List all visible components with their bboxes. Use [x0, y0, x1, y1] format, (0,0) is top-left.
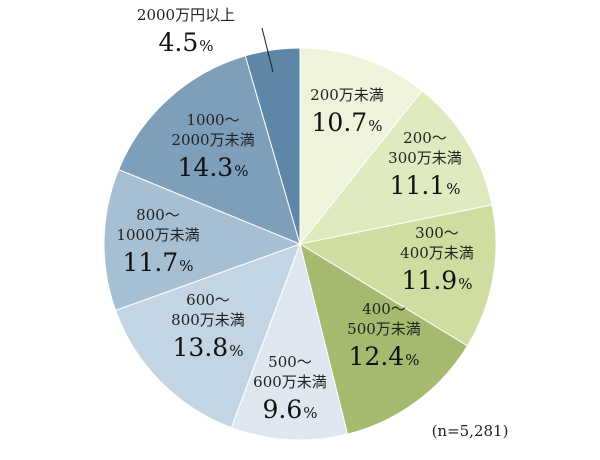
sample-size-note: (n=5,281) — [432, 422, 509, 440]
slice-category-label: 400～ — [362, 300, 406, 318]
slice-category-label: 400万未満 — [400, 244, 474, 262]
slice-category-label: 500万未満 — [347, 320, 421, 338]
slice-value-label: 4.5% — [158, 28, 213, 57]
slice-category-label: 300万未満 — [388, 149, 462, 167]
slice-label: 800～ 1000万未満 11.7% — [116, 206, 199, 277]
slice-labels: 200万未満 10.7% 200～ 300万未満 11.1% 300～ 400万未満 11.9… — [116, 6, 473, 424]
slice-value-label: 11.9% — [402, 266, 473, 295]
slice-value-label: 12.4% — [349, 342, 420, 371]
slice-label: 200～ 300万未満 11.1% — [388, 129, 462, 200]
slice-value-label: 9.6% — [262, 395, 317, 424]
pie-slices — [103, 47, 497, 441]
slice-category-label: 200～ — [403, 129, 447, 147]
slice-category-label: 1000万未満 — [116, 226, 199, 244]
pie-slice — [114, 243, 301, 429]
slice-category-label: 200万未満 — [310, 86, 384, 104]
pie-slice — [244, 47, 301, 245]
slice-category-label: 600万未満 — [253, 373, 327, 391]
slice-category-label: 1000～ — [186, 111, 239, 129]
slice-value-label: 14.3% — [178, 153, 249, 182]
slice-label: 500～ 600万未満 9.6% — [253, 353, 327, 424]
slice-value-label: 13.8% — [173, 333, 244, 362]
slice-category-label: 800万未満 — [171, 311, 245, 329]
slice-category-label: 500～ — [268, 353, 312, 371]
leader-line — [261, 27, 274, 73]
slice-label: 300～ 400万未満 11.9% — [400, 224, 474, 295]
slice-label: 200万未満 10.7% — [310, 86, 384, 137]
slice-category-label: 300～ — [415, 224, 459, 242]
pie-slice — [230, 242, 349, 441]
slice-category-label: 2000万円以上 — [137, 6, 235, 24]
pie-slice — [298, 89, 493, 245]
slice-value-label: 10.7% — [312, 108, 383, 137]
slice-label: 600～ 800万未満 13.8% — [171, 291, 245, 362]
slice-label: 2000万円以上 4.5% — [137, 6, 235, 57]
slice-category-label: 600～ — [186, 291, 230, 309]
slice-value-label: 11.1% — [390, 171, 461, 200]
slice-category-label: 2000万未満 — [171, 131, 254, 149]
pie-slice — [298, 204, 497, 347]
slice-category-label: 800～ — [136, 206, 180, 224]
pie-slice — [299, 47, 423, 246]
pie-slice — [103, 168, 302, 312]
slice-value-label: 11.7% — [123, 248, 194, 277]
pie-slice — [118, 55, 301, 245]
pie-slice — [299, 242, 469, 435]
slice-label: 1000～ 2000万未満 14.3% — [171, 111, 254, 182]
slice-label: 400～ 500万未満 12.4% — [347, 300, 421, 371]
